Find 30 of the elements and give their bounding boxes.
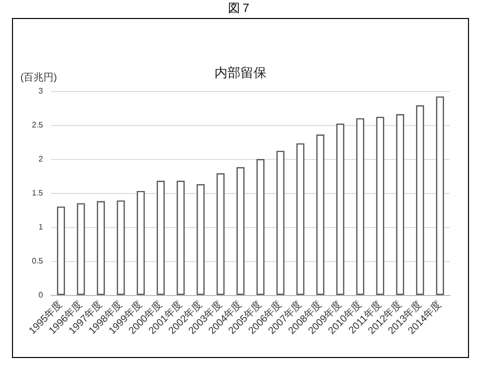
y-tick-label: 2 (38, 154, 44, 164)
bar (136, 190, 145, 295)
bar (216, 173, 225, 295)
bar (76, 203, 85, 295)
bar (296, 143, 304, 295)
bar (256, 159, 264, 295)
bar (96, 201, 105, 295)
bar (176, 180, 185, 295)
caption: 図７ (227, 0, 253, 16)
bar (56, 206, 65, 295)
bar (116, 200, 125, 295)
bar (336, 124, 344, 295)
y-tick-label: 1.5 (32, 188, 44, 198)
y-tick-label: 2.5 (32, 120, 44, 130)
bar (236, 167, 245, 295)
bar (436, 96, 444, 295)
y-tick-label: 3 (38, 86, 44, 96)
y-axis-title: (百兆円) (20, 72, 57, 84)
bar (416, 105, 424, 295)
bar (276, 150, 284, 295)
bar (316, 134, 324, 295)
y-tick-label: 0.5 (32, 256, 44, 266)
chart-title: 内部留保 (214, 65, 266, 80)
bar (356, 118, 364, 295)
bar (376, 116, 384, 295)
bar (196, 184, 205, 295)
y-tick-label: 1 (38, 222, 44, 232)
bar (396, 114, 404, 295)
bar (156, 180, 165, 295)
y-tick-label: 0 (38, 290, 44, 300)
